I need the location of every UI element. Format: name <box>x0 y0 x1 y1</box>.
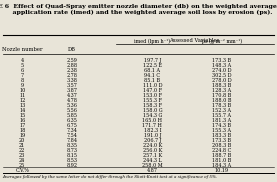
Text: 171.7 H: 171.7 H <box>142 123 162 128</box>
Text: 154.3 G: 154.3 G <box>143 113 162 118</box>
Text: 12: 12 <box>19 98 25 103</box>
Text: 181.0 B: 181.0 B <box>212 158 231 163</box>
Text: 15: 15 <box>19 113 25 118</box>
Text: 21: 21 <box>19 143 25 148</box>
Text: 4: 4 <box>20 58 24 63</box>
Text: 4.87: 4.87 <box>147 168 158 173</box>
Text: 13: 13 <box>19 103 25 108</box>
Text: 188.0 B: 188.0 B <box>212 98 231 103</box>
Text: 7.34: 7.34 <box>66 128 78 133</box>
Text: 68.1 A: 68.1 A <box>144 68 160 73</box>
Text: 153.0 F: 153.0 F <box>143 93 162 98</box>
Text: 206.7 J: 206.7 J <box>143 138 161 143</box>
Text: 3.87: 3.87 <box>66 88 78 93</box>
Text: 5.36: 5.36 <box>66 103 78 108</box>
Text: 85.1 B: 85.1 B <box>144 78 160 83</box>
Text: 224.8 C: 224.8 C <box>212 148 231 153</box>
Text: 2.78: 2.78 <box>66 73 78 78</box>
Text: 2.59: 2.59 <box>66 58 78 63</box>
Text: 188.3 B: 188.3 B <box>212 83 231 88</box>
Text: 256.0 K: 256.0 K <box>143 148 162 153</box>
Text: 2.38: 2.38 <box>66 68 78 73</box>
Text: 18: 18 <box>19 128 25 133</box>
Text: 11: 11 <box>19 93 25 98</box>
Text: 174.3 B: 174.3 B <box>212 123 231 128</box>
Text: 94.1 C: 94.1 C <box>144 73 160 78</box>
Text: 173.3 B: 173.3 B <box>212 138 231 143</box>
Text: 155.7 A: 155.7 A <box>212 113 231 118</box>
Text: 208.3 B: 208.3 B <box>212 143 231 148</box>
Text: 2.88: 2.88 <box>66 63 78 68</box>
Text: 302.5 D: 302.5 D <box>212 73 231 78</box>
Text: 152.3 A: 152.3 A <box>212 108 231 113</box>
Text: 8.35: 8.35 <box>66 143 78 148</box>
Text: 22: 22 <box>19 148 25 153</box>
Text: Assessed Variables: Assessed Variables <box>169 37 219 43</box>
Text: 24: 24 <box>19 158 25 163</box>
Text: 10.19: 10.19 <box>215 168 229 173</box>
Text: 7.84: 7.84 <box>66 138 78 143</box>
Text: 197.7 J: 197.7 J <box>143 58 161 63</box>
Text: 7: 7 <box>20 73 24 78</box>
Text: 5.85: 5.85 <box>66 113 78 118</box>
Text: 128.3 A: 128.3 A <box>212 88 231 93</box>
Text: 8.73: 8.73 <box>66 148 78 153</box>
Text: DB: DB <box>68 47 76 52</box>
Text: 184.3 A: 184.3 A <box>212 163 231 168</box>
Text: 258.0 M: 258.0 M <box>142 163 163 168</box>
Text: 6: 6 <box>20 68 24 73</box>
Text: 3.38: 3.38 <box>66 78 78 83</box>
Text: 17: 17 <box>19 123 25 128</box>
Text: 25: 25 <box>19 163 25 168</box>
Text: 19: 19 <box>19 133 25 138</box>
Text: 178.3 B: 178.3 B <box>212 103 231 108</box>
Text: 8.53: 8.53 <box>66 158 78 163</box>
Text: 14: 14 <box>19 108 25 113</box>
Text: 158.3 F: 158.3 F <box>143 103 162 108</box>
Text: 5: 5 <box>20 63 24 68</box>
Text: 155.3 A: 155.3 A <box>212 128 231 133</box>
Text: C.V.%: C.V.% <box>15 168 29 173</box>
Text: 278.0 D: 278.0 D <box>212 78 231 83</box>
Text: 3.57: 3.57 <box>66 83 78 88</box>
Text: 183.3 B: 183.3 B <box>212 133 231 138</box>
Text: 122.5 E: 122.5 E <box>143 63 162 68</box>
Text: 170.8 B: 170.8 B <box>212 93 231 98</box>
Text: 8.92: 8.92 <box>66 163 78 168</box>
Text: 147.0 F: 147.0 F <box>143 88 162 93</box>
Text: 8: 8 <box>20 78 24 83</box>
Text: 191.0 J: 191.0 J <box>143 133 161 138</box>
Text: 148.3 A: 148.3 A <box>212 63 231 68</box>
Text: 173.3 B: 173.3 B <box>212 58 231 63</box>
Text: 182.3 I: 182.3 I <box>143 128 161 133</box>
Text: 8.15: 8.15 <box>66 153 78 158</box>
Text: 4.37: 4.37 <box>66 93 78 98</box>
Text: 155.3 F: 155.3 F <box>143 98 162 103</box>
Text: Averages followed by the same letter do not differ through the Skott-Knott test : Averages followed by the same letter do … <box>3 175 218 179</box>
Text: 10: 10 <box>19 88 25 93</box>
Text: 158.0 G: 158.0 G <box>143 108 162 113</box>
Text: imed (lpm h⁻¹): imed (lpm h⁻¹) <box>134 39 170 44</box>
Text: 181.3 A: 181.3 A <box>212 118 231 123</box>
Text: Nozzle number: Nozzle number <box>2 47 42 52</box>
Text: 9: 9 <box>20 83 24 88</box>
Text: 244.3 L: 244.3 L <box>143 158 162 163</box>
Text: 16: 16 <box>19 118 25 123</box>
Text: 274.0 D: 274.0 D <box>212 68 231 73</box>
Text: TABLE 6  Effect of Quad-Spray emitter nozzle diameter (db) on the weighted avera: TABLE 6 Effect of Quad-Spray emitter noz… <box>0 4 277 15</box>
Text: 111.0 D: 111.0 D <box>143 83 162 88</box>
Text: 224.0 K: 224.0 K <box>143 143 162 148</box>
Text: 23: 23 <box>19 153 25 158</box>
Text: 165.0 H: 165.0 H <box>142 118 162 123</box>
Text: 257.1 K: 257.1 K <box>143 153 162 158</box>
Text: 20: 20 <box>19 138 25 143</box>
Text: 7.54: 7.54 <box>66 133 78 138</box>
Text: 6.75: 6.75 <box>66 123 78 128</box>
Text: 5.56: 5.56 <box>66 108 78 113</box>
Text: 188.7 B: 188.7 B <box>212 153 231 158</box>
Text: 6.35: 6.35 <box>66 118 78 123</box>
Text: 4.78: 4.78 <box>66 98 78 103</box>
Text: ps (g m⁻² mm⁻¹): ps (g m⁻² mm⁻¹) <box>202 39 242 44</box>
